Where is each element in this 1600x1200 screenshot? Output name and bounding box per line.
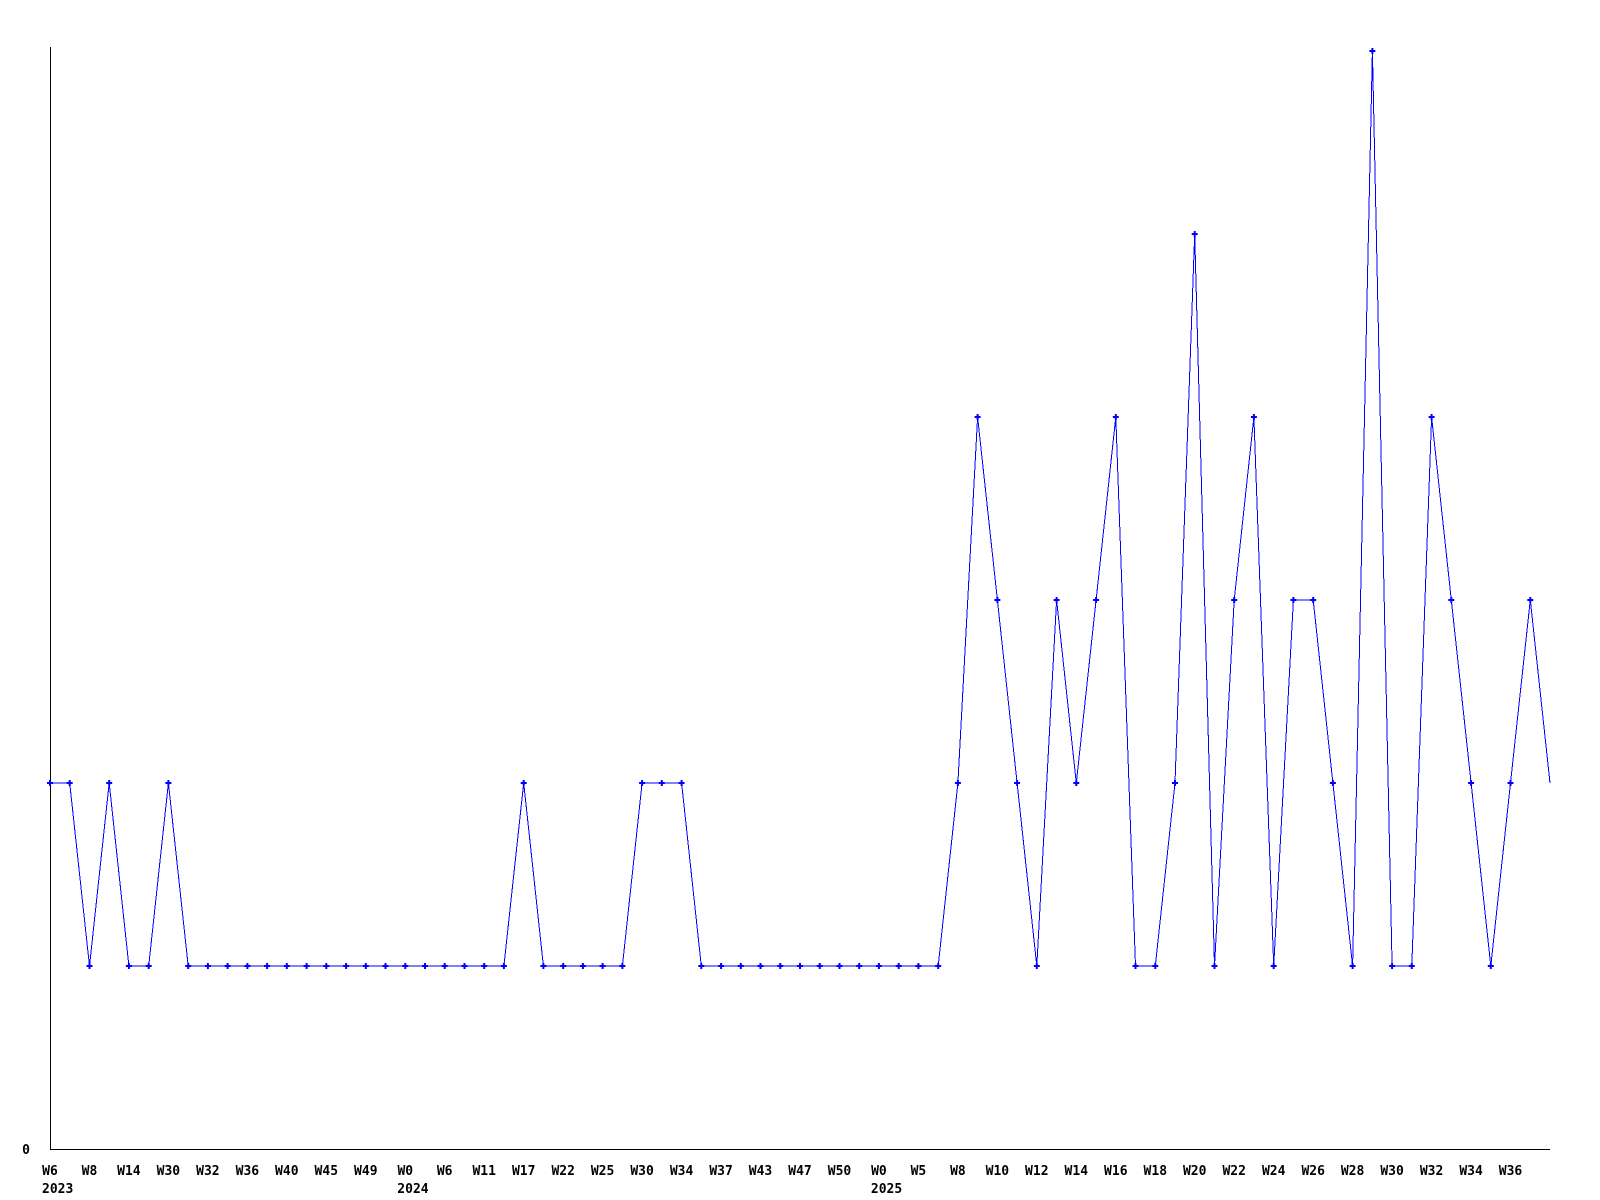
- x-tick-label: W24: [1262, 1164, 1286, 1179]
- x-tick-label: W26: [1301, 1164, 1325, 1179]
- x-tick-label: W25: [591, 1164, 614, 1179]
- x-tick-label: W43: [749, 1164, 772, 1179]
- x-tick-label: W22: [1222, 1164, 1245, 1179]
- x-tick-label: W22: [551, 1164, 574, 1179]
- x-tick-label: W36: [1499, 1164, 1523, 1179]
- x-tick-label: W45: [315, 1164, 338, 1179]
- x-tick-label: W40: [275, 1164, 299, 1179]
- x-tick-label: W16: [1104, 1164, 1128, 1179]
- data-point-markers: [47, 48, 1534, 969]
- x-tick-label: W50: [828, 1164, 852, 1179]
- x-axis-year-label: 2023: [42, 1182, 73, 1197]
- x-tick-label: W0: [871, 1164, 887, 1179]
- x-tick-label: W28: [1341, 1164, 1365, 1179]
- x-tick-label: W0: [397, 1164, 413, 1179]
- x-tick-label: W37: [709, 1164, 732, 1179]
- x-tick-label: W11: [472, 1164, 496, 1179]
- x-tick-label: W30: [157, 1164, 181, 1179]
- x-tick-label: W32: [1420, 1164, 1443, 1179]
- x-tick-label: W34: [1459, 1164, 1483, 1179]
- x-tick-label: W49: [354, 1164, 377, 1179]
- y-axis-zero-label: 0: [22, 1143, 30, 1158]
- x-tick-label: W17: [512, 1164, 535, 1179]
- x-tick-label: W30: [1380, 1164, 1404, 1179]
- x-axis-tick-labels: W6 W8 W14 W30 W32 W36 W40 W45 W49 W0 W6 W11 W17 W22 W2…: [42, 1164, 1522, 1197]
- x-tick-label: W36: [236, 1164, 260, 1179]
- x-axis-year-label: 2025: [871, 1182, 902, 1197]
- x-tick-label: W34: [670, 1164, 694, 1179]
- x-tick-label: W18: [1144, 1164, 1168, 1179]
- x-tick-label: W6: [437, 1164, 453, 1179]
- x-tick-label: W14: [117, 1164, 141, 1179]
- x-tick-label: W32: [196, 1164, 219, 1179]
- x-tick-label: W30: [630, 1164, 654, 1179]
- x-tick-label: W14: [1065, 1164, 1089, 1179]
- x-tick-label: W6: [42, 1164, 58, 1179]
- x-tick-label: W8: [950, 1164, 966, 1179]
- chart-series-group: [47, 48, 1551, 969]
- x-axis-year-label: 2024: [397, 1182, 428, 1197]
- x-tick-label: W5: [911, 1164, 927, 1179]
- series-line: [50, 50, 1551, 967]
- x-tick-label: W47: [788, 1164, 811, 1179]
- x-tick-label: W10: [986, 1164, 1010, 1179]
- x-tick-label: W8: [82, 1164, 98, 1179]
- x-tick-label: W20: [1183, 1164, 1207, 1179]
- x-tick-label: W12: [1025, 1164, 1048, 1179]
